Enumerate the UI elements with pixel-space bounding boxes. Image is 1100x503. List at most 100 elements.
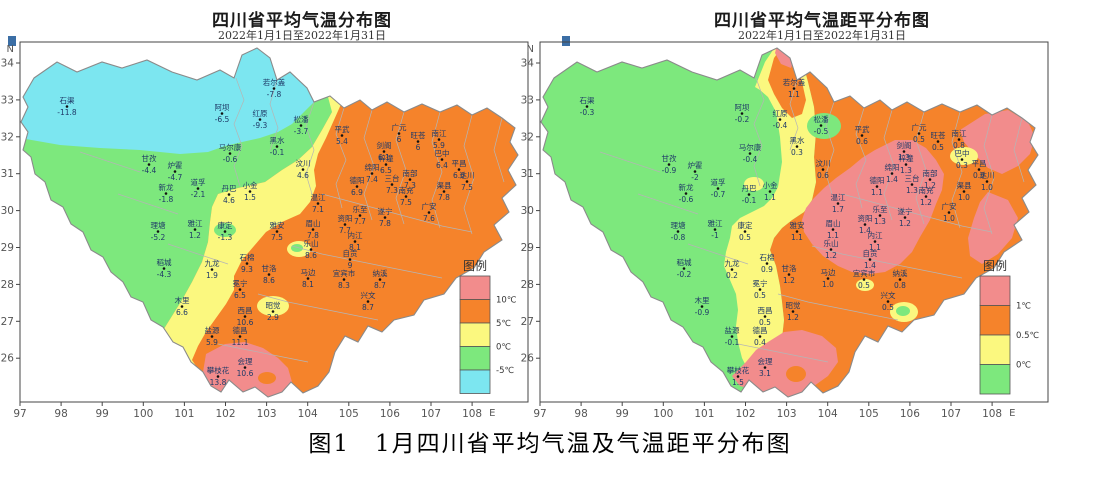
station-value: 6.9 [351, 188, 363, 197]
y-tick-label: 32 [521, 131, 534, 143]
station-name: 阿坝 [735, 103, 750, 112]
station-name: 甘孜 [142, 153, 157, 163]
y-tick-label: 26 [521, 353, 535, 365]
y-tick-label: 30 [521, 205, 534, 217]
station-value: 1.3 [906, 186, 918, 195]
station-marker: 剑阁 1.3 [897, 140, 912, 162]
station-marker: 理塘 -0.8 [671, 220, 686, 242]
station-name: 阿坝 [215, 103, 230, 112]
station-marker: 广安 7.6 [422, 201, 437, 223]
station-name: 道孚 [711, 177, 726, 187]
station-value: 1.2 [783, 276, 795, 285]
x-tick-label: 101 [174, 408, 194, 420]
station-name: 南充 [399, 185, 414, 195]
legend-swatch [979, 305, 1011, 336]
station-value: -2.1 [191, 190, 206, 199]
legend-label: 0℃ [1016, 361, 1031, 371]
y-tick-label: 26 [1, 353, 15, 365]
y-tick-label: 31 [521, 168, 534, 180]
station-marker: 平武 0.6 [855, 124, 870, 146]
x-tick-label: 101 [694, 408, 714, 420]
station-value: 0.9 [761, 265, 773, 274]
station-name: 广安 [942, 201, 957, 211]
station-marker: 石渠 -11.8 [57, 95, 77, 117]
station-value: 1.1 [788, 90, 800, 99]
prefecture-boundary [599, 151, 661, 173]
station-marker: 资阳 1.4 [858, 213, 873, 235]
station-marker: 温江 7.1 [311, 193, 326, 214]
station-name: 若尔盖 [783, 77, 806, 87]
station-marker: 新龙 -1.8 [159, 182, 174, 204]
station-name: 雅江 [188, 218, 203, 228]
station-value: 0.6 [817, 171, 829, 180]
y-tick-label: 29 [521, 242, 534, 254]
temperature-anomaly-map: 石渠 -0.3 若尔盖 1.1 阿坝 -0.2 红原 -0.4 松潘 -0.5 平武 0.6 广元 0.5… [521, 41, 1049, 420]
station-marker: 汶川 0.6 [816, 158, 831, 180]
station-name: 绵阳 [885, 162, 900, 172]
station-marker: 南部 1.2 [923, 168, 938, 190]
station-value: 6 [397, 135, 402, 144]
legend-swatch [459, 346, 491, 371]
station-marker: 眉山 7.8 [306, 218, 321, 240]
y-tick-label: 30 [1, 205, 14, 217]
station-marker: 梓潼 6.5 [379, 153, 394, 175]
station-value: 0.5 [932, 143, 944, 152]
station-marker: 炉霍 -2 [688, 160, 703, 182]
station-name: 九龙 [725, 258, 740, 268]
station-name: 稻城 [677, 257, 692, 267]
contour-region [950, 147, 978, 165]
x-tick-label: 106 [380, 408, 400, 420]
x-axis-unit: E [1009, 408, 1015, 419]
station-name: 渠县 [437, 180, 452, 190]
station-name: 黑水 [270, 135, 285, 145]
station-name: 马边 [301, 268, 316, 277]
station-name: 剑阁 [897, 140, 912, 150]
x-tick-label: 104 [818, 408, 838, 420]
prefecture-boundary [291, 245, 443, 279]
legend-swatch [459, 299, 491, 324]
station-name: 广元 [392, 122, 407, 132]
station-name: 德阳 [350, 175, 365, 185]
contour-region [856, 279, 874, 291]
station-name: 松潘 [814, 114, 829, 124]
station-name: 平武 [855, 124, 870, 134]
station-name: 南江 [952, 128, 967, 138]
station-marker: 达川 1.0 [980, 170, 995, 192]
station-marker: 汶川 4.6 [296, 158, 311, 180]
y-tick-label: 28 [521, 279, 534, 291]
prefecture-boundary [983, 114, 995, 235]
station-value: 1.3 [900, 166, 912, 175]
station-name: 巴中 [435, 148, 450, 158]
station-value: -3.7 [294, 127, 309, 136]
prefecture-boundary [737, 343, 829, 363]
contour-region [968, 192, 1018, 264]
station-name: 三台 [385, 173, 400, 183]
province-outline [20, 47, 519, 398]
station-value: 0.8 [953, 141, 965, 150]
station-value: 0.8 [973, 171, 985, 180]
prefecture-boundary [753, 77, 765, 187]
station-name: 三台 [905, 173, 920, 183]
station-marker: 小金 1.1 [763, 180, 778, 202]
station-name: 理塘 [671, 220, 686, 230]
station-value: 6.6 [176, 308, 188, 317]
station-marker: 道孚 -0.7 [711, 177, 726, 199]
station-marker: 兴文 0.5 [881, 290, 896, 312]
contour-region [214, 223, 236, 237]
map-frame [19, 41, 529, 403]
station-value: 1.0 [822, 280, 834, 289]
station-marker: 巴中 0.3 [955, 148, 970, 170]
station-name: 达川 [460, 170, 475, 180]
station-value: 6 [416, 143, 421, 152]
prefecture-boundary [431, 111, 443, 229]
prefecture-boundary [167, 243, 229, 265]
station-value: 1.1 [871, 188, 883, 197]
station-value: -0.5 [814, 127, 829, 136]
station-value: 1.1 [791, 233, 803, 242]
station-marker: 绵阳 7.4 [365, 162, 380, 184]
station-name: 木里 [695, 295, 710, 305]
contour-region [786, 366, 806, 382]
station-value: 2.9 [267, 313, 279, 322]
station-name: 德阳 [870, 175, 885, 185]
station-marker: 内江 8.1 [348, 230, 363, 252]
